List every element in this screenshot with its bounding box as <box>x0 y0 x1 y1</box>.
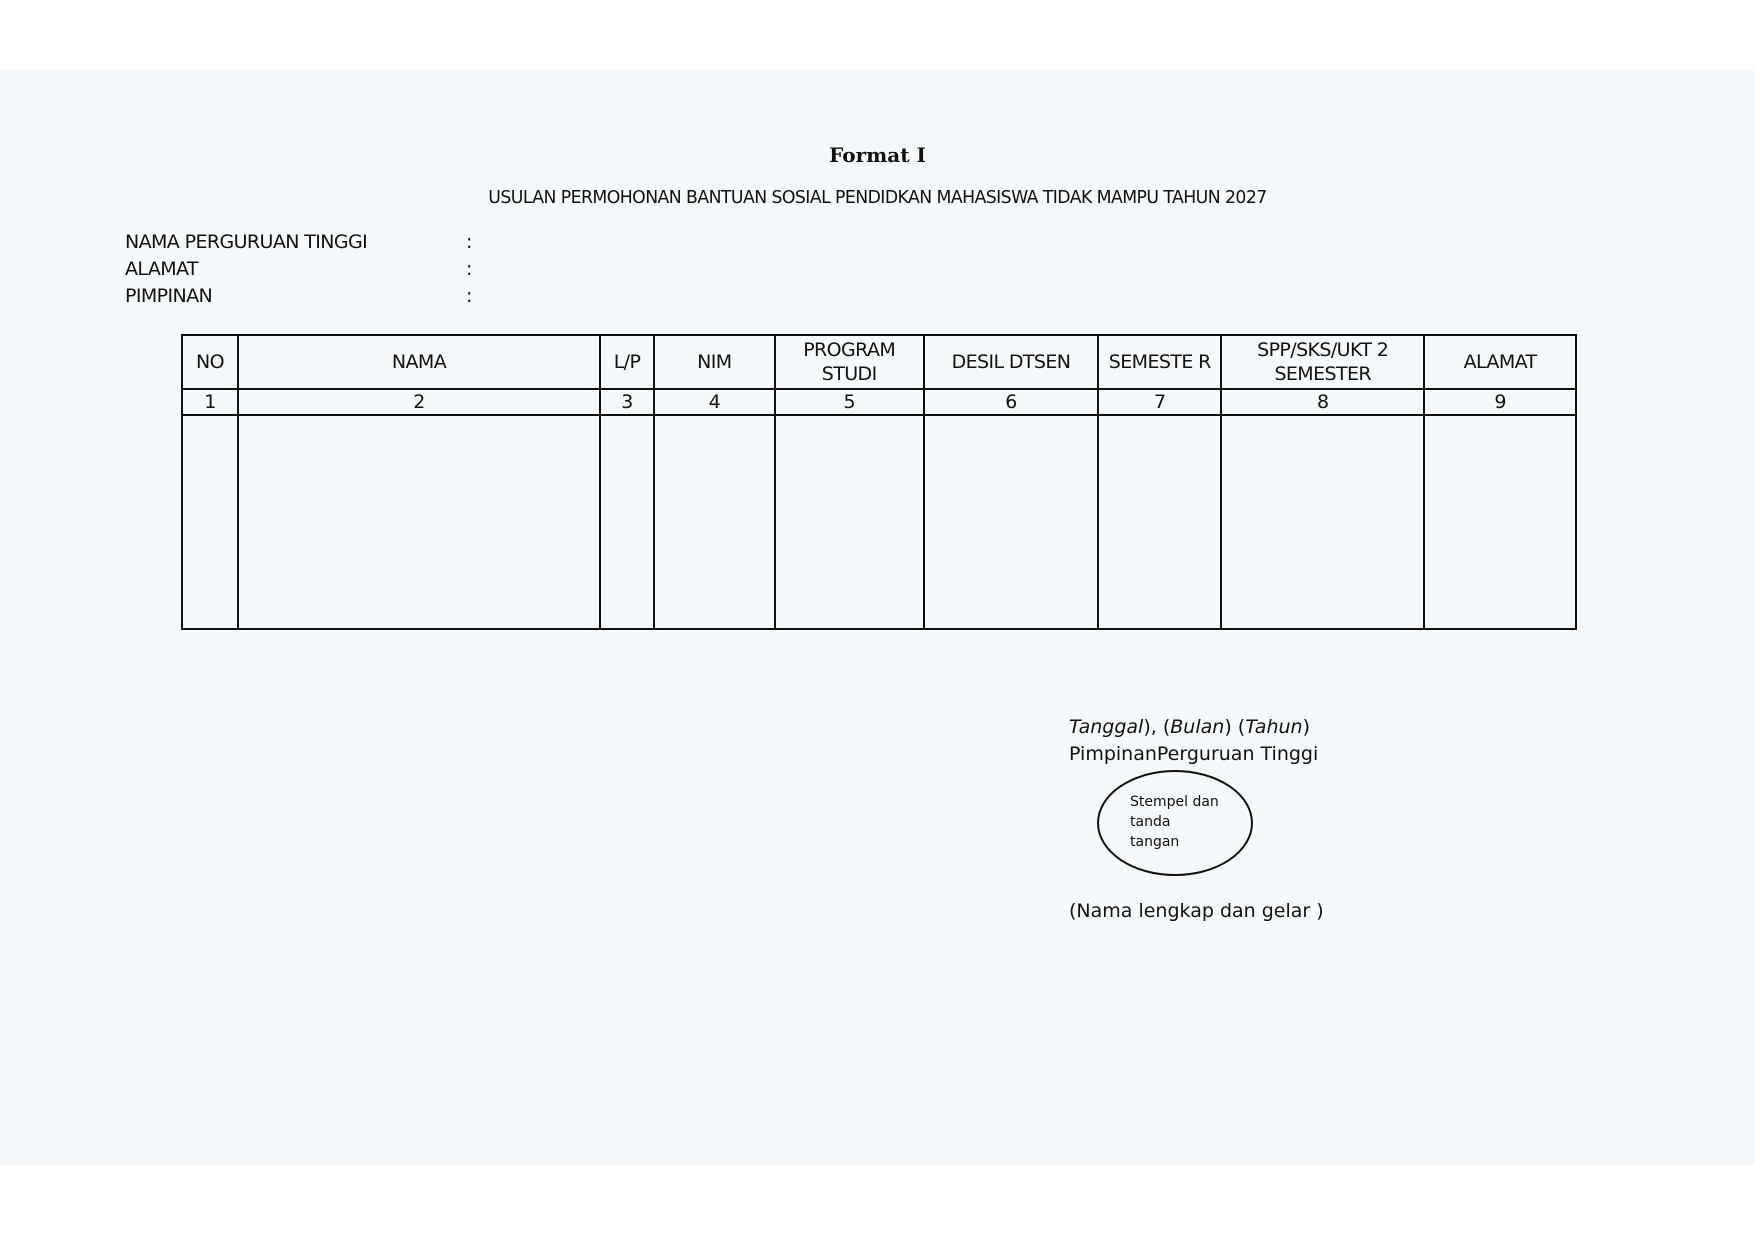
col-num: 3 <box>599 388 655 416</box>
col-num: 9 <box>1423 388 1577 416</box>
field-label-alamat: ALAMAT <box>125 258 199 280</box>
stamp-line: tangan <box>1130 834 1180 850</box>
cell-empty <box>236 414 602 630</box>
column-number-row: 1 2 3 4 5 6 7 8 9 <box>181 388 1577 416</box>
cell-empty <box>599 414 655 630</box>
stamp-ellipse <box>1097 770 1253 876</box>
cell-empty <box>652 414 776 630</box>
stamp-line: Stempel dan <box>1130 794 1219 810</box>
date-punct: , ( <box>1150 716 1171 738</box>
header-row: NO NAMA L/P NIM PROGRAM STUDI DESIL DTSE… <box>181 334 1577 390</box>
cell-empty <box>1220 414 1426 630</box>
date-punct: ) ( <box>1224 716 1246 738</box>
cell-empty <box>1097 414 1223 630</box>
cell-empty <box>773 414 925 630</box>
col-num: 1 <box>181 388 239 416</box>
signature-date: Tanggal), (Bulan) (Tahun) <box>1069 716 1310 738</box>
header-no: NO <box>181 334 239 390</box>
col-num: 4 <box>652 388 776 416</box>
col-num: 2 <box>236 388 602 416</box>
date-month: Bulan <box>1170 716 1225 738</box>
field-colon: : <box>466 258 473 280</box>
col-num: 8 <box>1220 388 1426 416</box>
document-subtitle: USULAN PERMOHONAN BANTUAN SOSIAL PENDIDK… <box>488 187 1267 208</box>
cell-empty <box>922 414 1100 630</box>
stamp-line: tanda <box>1130 814 1171 830</box>
student-table: NO NAMA L/P NIM PROGRAM STUDI DESIL DTSE… <box>181 334 1577 630</box>
date-day: Tanggal <box>1069 716 1144 738</box>
cell-empty <box>1423 414 1577 630</box>
field-label-pimpinan: PIMPINAN <box>125 285 213 307</box>
format-title: Format I <box>829 143 926 167</box>
header-spp: SPP/SKS/UKT 2 SEMESTER <box>1220 334 1426 390</box>
field-colon: : <box>466 231 473 253</box>
table-row <box>181 414 1577 630</box>
header-semester: SEMESTE R <box>1097 334 1223 390</box>
header-nim: NIM <box>652 334 776 390</box>
header-desil-dtsen: DESIL DTSEN <box>922 334 1100 390</box>
header-nama: NAMA <box>236 334 602 390</box>
col-num: 7 <box>1097 388 1223 416</box>
header-program-studi: PROGRAM STUDI <box>773 334 925 390</box>
field-colon: : <box>466 285 473 307</box>
date-punct: ) <box>1302 716 1310 738</box>
header-lp: L/P <box>599 334 655 390</box>
signatory-name: (Nama lengkap dan gelar ) <box>1069 900 1324 922</box>
signature-position: PimpinanPerguruan Tinggi <box>1069 743 1319 765</box>
col-num: 5 <box>773 388 925 416</box>
stamp-text: Stempel dan tanda tangan <box>1130 792 1219 852</box>
field-label-nama-pt: NAMA PERGURUAN TINGGI <box>125 231 368 253</box>
header-alamat: ALAMAT <box>1423 334 1577 390</box>
date-year: Tahun <box>1245 716 1303 738</box>
date-punct: ) <box>1143 716 1151 738</box>
col-num: 6 <box>922 388 1100 416</box>
cell-empty <box>181 414 239 630</box>
